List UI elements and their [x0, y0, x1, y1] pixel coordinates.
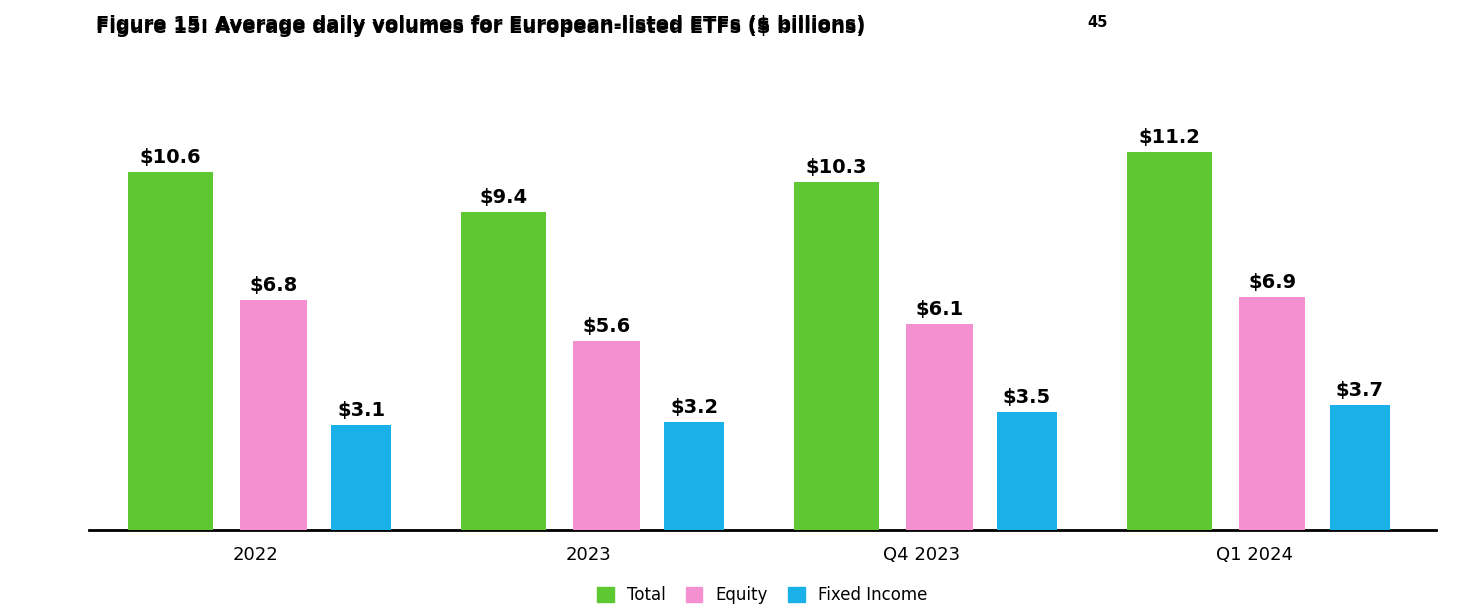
Bar	[793, 182, 879, 530]
Bar	[906, 324, 972, 530]
Bar	[665, 422, 724, 530]
Bar	[332, 425, 391, 530]
Bar	[1329, 405, 1390, 530]
Text: Figure 15: Average daily volumes for European-listed ETFs ($ billions): Figure 15: Average daily volumes for Eur…	[96, 18, 866, 38]
Bar	[573, 341, 639, 530]
Text: 45: 45	[1088, 15, 1109, 30]
Bar	[129, 172, 213, 530]
Text: $3.7: $3.7	[1336, 381, 1384, 400]
Bar	[240, 300, 306, 530]
Text: $6.8: $6.8	[249, 276, 297, 295]
Text: $11.2: $11.2	[1138, 128, 1200, 147]
Bar	[1239, 297, 1305, 530]
Bar	[996, 411, 1057, 530]
Text: Figure 15: Average daily volumes for European-listed ETFs ($ billions): Figure 15: Average daily volumes for Eur…	[96, 15, 866, 34]
Text: $6.9: $6.9	[1248, 273, 1296, 292]
Text: $10.3: $10.3	[805, 158, 867, 177]
Text: $3.1: $3.1	[337, 401, 385, 420]
Text: $9.4: $9.4	[480, 188, 527, 208]
Text: $5.6: $5.6	[582, 317, 630, 336]
Text: $6.1: $6.1	[915, 300, 963, 318]
Legend: Total, Equity, Fixed Income: Total, Equity, Fixed Income	[589, 578, 935, 612]
Text: $3.2: $3.2	[670, 398, 718, 416]
Text: $3.5: $3.5	[1003, 387, 1051, 407]
Bar	[1126, 152, 1212, 530]
Bar	[462, 213, 546, 530]
Text: $10.6: $10.6	[139, 148, 201, 167]
